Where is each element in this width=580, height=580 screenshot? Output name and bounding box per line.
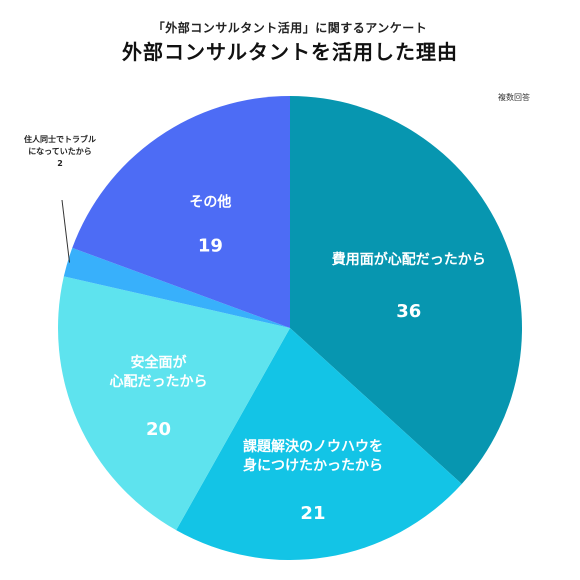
pie-slices: [58, 96, 523, 560]
callout-value: 2: [57, 159, 63, 168]
slice-label-1-line-1: 費用面が心配だったから: [332, 251, 486, 268]
pie-slice-5: [72, 96, 290, 328]
pie-slice-2: [176, 328, 462, 560]
slice-label-3-line-1: 安全面が: [130, 354, 187, 371]
slice-label-3-line-2: 心配だったから: [109, 374, 207, 390]
chart-subtitle: 「外部コンサルタント活用」に関するアンケート: [152, 21, 428, 35]
slice-value-5: 19: [198, 235, 223, 256]
slice-label-2-line-2: 身につけたかったから: [243, 457, 383, 474]
chart-title: 外部コンサルタントを活用した理由: [122, 40, 458, 64]
pie-slice-1: [290, 96, 523, 484]
callout-label-line-2: になっていたから: [28, 146, 92, 156]
pie-slice-4: [63, 247, 290, 328]
callout-label-line-1: 住人同士でトラブル: [24, 134, 96, 144]
slice-value-2: 21: [300, 503, 325, 524]
slice-label-5-line-1: その他: [189, 193, 231, 210]
chart-note: 複数回答: [498, 93, 530, 102]
callout-leader-line: [61, 199, 71, 263]
slice-label-2-line-1: 課題解決のノウハウを: [243, 438, 383, 455]
pie-slice-3: [58, 276, 291, 531]
slice-value-1: 36: [396, 301, 421, 322]
slice-value-3: 20: [146, 419, 171, 440]
